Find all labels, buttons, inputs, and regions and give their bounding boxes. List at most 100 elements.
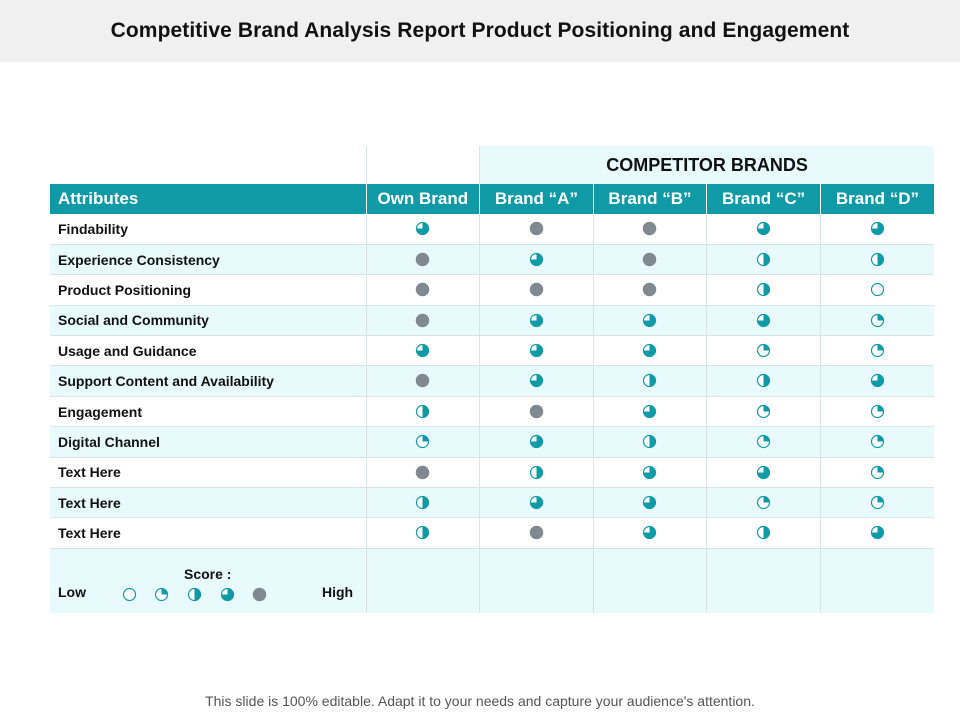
score-three-quarter-icon xyxy=(529,374,543,388)
score-full-icon xyxy=(643,252,657,267)
score-cell xyxy=(366,365,481,397)
score-three-quarter-icon xyxy=(529,435,543,449)
score-cell xyxy=(820,335,934,367)
score-three-quarter-icon xyxy=(529,343,543,358)
score-full-icon xyxy=(529,404,544,419)
score-cell xyxy=(820,457,934,489)
score-half-icon xyxy=(643,435,657,449)
table-row: Text Here xyxy=(50,457,934,489)
score-three-quarter-icon xyxy=(643,313,657,327)
score-cell xyxy=(479,457,594,489)
competitor-header-row: COMPETITOR BRANDS xyxy=(50,146,934,184)
legend-item xyxy=(187,586,202,604)
score-three-quarter-icon xyxy=(870,374,885,388)
low-label: Low xyxy=(58,583,86,600)
score-empty-icon xyxy=(870,283,885,297)
score-cell xyxy=(820,426,934,458)
table-row: Findability xyxy=(50,214,934,245)
score-cell xyxy=(593,487,708,519)
score-cell xyxy=(593,214,708,245)
competitor-brands-header: COMPETITOR BRANDS xyxy=(479,146,934,184)
score-cell xyxy=(706,214,821,245)
attribute-label: Experience Consistency xyxy=(50,244,367,276)
score-cell xyxy=(593,365,708,397)
score-cell xyxy=(479,335,594,367)
score-cell xyxy=(479,517,594,549)
score-cell xyxy=(593,244,708,276)
score-cell xyxy=(366,335,481,367)
score-half-icon xyxy=(756,283,771,297)
table-row: Engagement xyxy=(50,396,934,428)
score-cell xyxy=(706,335,821,367)
score-half-icon xyxy=(416,495,430,510)
attribute-label: Engagement xyxy=(50,396,367,428)
table-row: Text Here xyxy=(50,517,934,549)
score-quarter-icon xyxy=(416,435,430,449)
score-legend-cell: Score : Low High xyxy=(50,548,367,613)
attribute-label: Support Content and Availability xyxy=(50,365,367,397)
score-half-icon xyxy=(870,252,885,266)
score-label: Score : xyxy=(184,565,232,582)
score-cell xyxy=(820,214,934,245)
score-cell xyxy=(820,305,934,337)
score-three-quarter-icon xyxy=(529,495,543,510)
score-three-quarter-icon xyxy=(870,526,885,540)
score-cell xyxy=(706,396,821,428)
attribute-label: Text Here xyxy=(50,517,367,549)
legend-item xyxy=(252,586,267,604)
score-half-icon xyxy=(416,404,430,418)
score-cell xyxy=(479,426,594,458)
own-brand-header: Own Brand xyxy=(366,184,481,214)
score-half-icon xyxy=(756,374,771,388)
score-cell xyxy=(366,517,481,549)
empty-cell xyxy=(366,146,481,184)
score-quarter-icon xyxy=(756,404,771,418)
score-cell xyxy=(820,487,934,519)
attributes-header: Attributes xyxy=(50,184,367,214)
score-cell xyxy=(820,517,934,549)
score-cell xyxy=(366,396,481,428)
table-row: Product Positioning xyxy=(50,274,934,306)
score-three-quarter-icon xyxy=(756,465,771,479)
score-full-icon xyxy=(416,282,430,297)
score-cell xyxy=(479,365,594,397)
score-quarter-icon xyxy=(756,343,771,358)
title-bar: Competitive Brand Analysis Report Produc… xyxy=(0,0,960,62)
score-quarter-icon xyxy=(870,465,885,479)
attribute-label: Social and Community xyxy=(50,305,367,337)
table-row: Experience Consistency xyxy=(50,244,934,276)
brand-c-header: Brand “C” xyxy=(706,184,821,214)
score-three-quarter-icon xyxy=(643,343,657,358)
high-label: High xyxy=(322,583,354,600)
score-half-icon xyxy=(643,374,657,388)
score-cell xyxy=(479,487,594,519)
table-row: Social and Community xyxy=(50,305,934,337)
score-quarter-icon xyxy=(870,495,885,510)
score-cell xyxy=(366,487,481,519)
score-half-icon xyxy=(416,526,430,540)
legend-item xyxy=(154,586,169,604)
score-quarter-icon xyxy=(870,404,885,418)
score-cell xyxy=(706,244,821,276)
empty-cell xyxy=(706,548,821,613)
score-half-icon xyxy=(529,465,543,479)
page-title: Competitive Brand Analysis Report Produc… xyxy=(110,19,850,42)
score-cell xyxy=(593,517,708,549)
score-three-quarter-icon xyxy=(643,404,657,418)
score-cell xyxy=(366,274,481,306)
score-cell xyxy=(366,457,481,489)
table-row: Text Here xyxy=(50,487,934,519)
score-three-quarter-icon xyxy=(529,252,543,266)
score-quarter-icon xyxy=(154,587,169,602)
empty-cell xyxy=(50,146,367,184)
score-full-icon xyxy=(529,221,544,236)
score-cell xyxy=(593,305,708,337)
score-cell xyxy=(593,335,708,367)
score-half-icon xyxy=(756,252,771,266)
score-cell xyxy=(706,426,821,458)
score-cell xyxy=(706,274,821,306)
score-legend-row: Score : Low High xyxy=(50,548,934,613)
empty-cell xyxy=(479,548,594,613)
table-row: Support Content and Availability xyxy=(50,365,934,397)
score-cell xyxy=(479,396,594,428)
